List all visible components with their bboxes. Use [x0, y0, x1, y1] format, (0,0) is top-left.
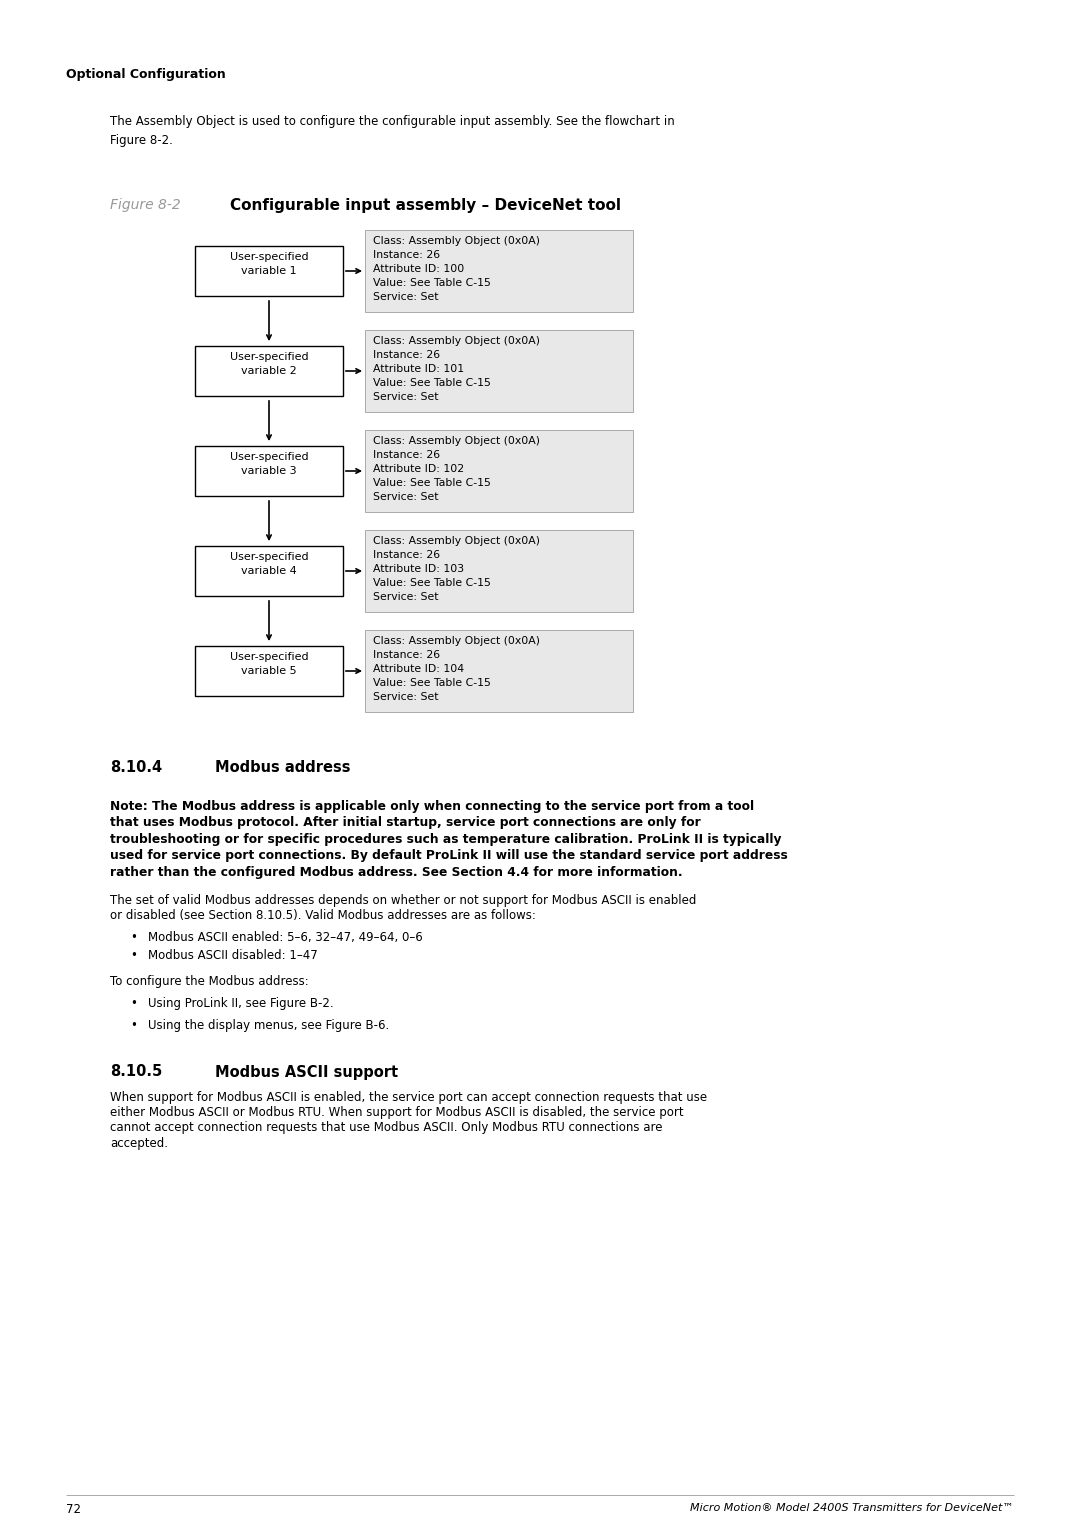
Text: Class: Assembly Object (0x0A)
Instance: 26
Attribute ID: 100
Value: See Table C-: Class: Assembly Object (0x0A) Instance: … — [373, 237, 540, 302]
Text: When support for Modbus ASCII is enabled, the service port can accept connection: When support for Modbus ASCII is enabled… — [110, 1090, 707, 1104]
Text: User-specified
variable 4: User-specified variable 4 — [230, 551, 308, 576]
Text: User-specified
variable 1: User-specified variable 1 — [230, 252, 308, 276]
Text: Modbus ASCII support: Modbus ASCII support — [215, 1064, 399, 1080]
Text: or disabled (see Section 8.10.5). Valid Modbus addresses are as follows:: or disabled (see Section 8.10.5). Valid … — [110, 910, 536, 922]
Text: Class: Assembly Object (0x0A)
Instance: 26
Attribute ID: 101
Value: See Table C-: Class: Assembly Object (0x0A) Instance: … — [373, 336, 540, 402]
FancyBboxPatch shape — [365, 330, 633, 412]
Text: Optional Configuration: Optional Configuration — [66, 69, 226, 81]
Text: Modbus address: Modbus address — [215, 760, 351, 776]
Text: Figure 8-2: Figure 8-2 — [110, 199, 180, 212]
FancyBboxPatch shape — [365, 431, 633, 512]
Text: either Modbus ASCII or Modbus RTU. When support for Modbus ASCII is disabled, th: either Modbus ASCII or Modbus RTU. When … — [110, 1106, 684, 1119]
Text: The set of valid Modbus addresses depends on whether or not support for Modbus A: The set of valid Modbus addresses depend… — [110, 895, 697, 907]
FancyBboxPatch shape — [195, 347, 343, 395]
Text: Micro Motion® Model 2400S Transmitters for DeviceNet™: Micro Motion® Model 2400S Transmitters f… — [690, 1503, 1014, 1513]
Text: Modbus ASCII enabled: 5–6, 32–47, 49–64, 0–6: Modbus ASCII enabled: 5–6, 32–47, 49–64,… — [148, 931, 422, 945]
Text: •: • — [130, 997, 137, 1011]
Text: Class: Assembly Object (0x0A)
Instance: 26
Attribute ID: 104
Value: See Table C-: Class: Assembly Object (0x0A) Instance: … — [373, 637, 540, 702]
Text: Class: Assembly Object (0x0A)
Instance: 26
Attribute ID: 102
Value: See Table C-: Class: Assembly Object (0x0A) Instance: … — [373, 437, 540, 502]
Text: Note: The Modbus address is applicable only when connecting to the service port : Note: The Modbus address is applicable o… — [110, 800, 754, 812]
Text: •: • — [130, 1020, 137, 1032]
Text: used for service port connections. By default ProLink II will use the standard s: used for service port connections. By de… — [110, 849, 787, 863]
Text: Class: Assembly Object (0x0A)
Instance: 26
Attribute ID: 103
Value: See Table C-: Class: Assembly Object (0x0A) Instance: … — [373, 536, 540, 602]
FancyBboxPatch shape — [365, 231, 633, 312]
Text: •: • — [130, 950, 137, 962]
Text: To configure the Modbus address:: To configure the Modbus address: — [110, 976, 309, 988]
Text: Configurable input assembly – DeviceNet tool: Configurable input assembly – DeviceNet … — [230, 199, 621, 212]
Text: Modbus ASCII disabled: 1–47: Modbus ASCII disabled: 1–47 — [148, 950, 318, 962]
Text: 8.10.5: 8.10.5 — [110, 1064, 162, 1080]
Text: User-specified
variable 3: User-specified variable 3 — [230, 452, 308, 476]
FancyBboxPatch shape — [195, 646, 343, 696]
Text: User-specified
variable 2: User-specified variable 2 — [230, 353, 308, 376]
Text: User-specified
variable 5: User-specified variable 5 — [230, 652, 308, 676]
Text: rather than the configured Modbus address. See Section 4.4 for more information.: rather than the configured Modbus addres… — [110, 866, 683, 880]
FancyBboxPatch shape — [195, 246, 343, 296]
Text: Using ProLink II, see Figure B-2.: Using ProLink II, see Figure B-2. — [148, 997, 334, 1011]
Text: 72: 72 — [66, 1503, 81, 1516]
Text: 8.10.4: 8.10.4 — [110, 760, 162, 776]
Text: The Assembly Object is used to configure the configurable input assembly. See th: The Assembly Object is used to configure… — [110, 115, 675, 147]
Text: •: • — [130, 931, 137, 945]
FancyBboxPatch shape — [195, 547, 343, 596]
Text: troubleshooting or for specific procedures such as temperature calibration. ProL: troubleshooting or for specific procedur… — [110, 834, 782, 846]
FancyBboxPatch shape — [365, 631, 633, 712]
Text: that uses Modbus protocol. After initial startup, service port connections are o: that uses Modbus protocol. After initial… — [110, 817, 701, 829]
FancyBboxPatch shape — [195, 446, 343, 496]
Text: Using the display menus, see Figure B-6.: Using the display menus, see Figure B-6. — [148, 1020, 389, 1032]
FancyBboxPatch shape — [365, 530, 633, 612]
Text: cannot accept connection requests that use Modbus ASCII. Only Modbus RTU connect: cannot accept connection requests that u… — [110, 1121, 662, 1135]
Text: accepted.: accepted. — [110, 1138, 168, 1150]
